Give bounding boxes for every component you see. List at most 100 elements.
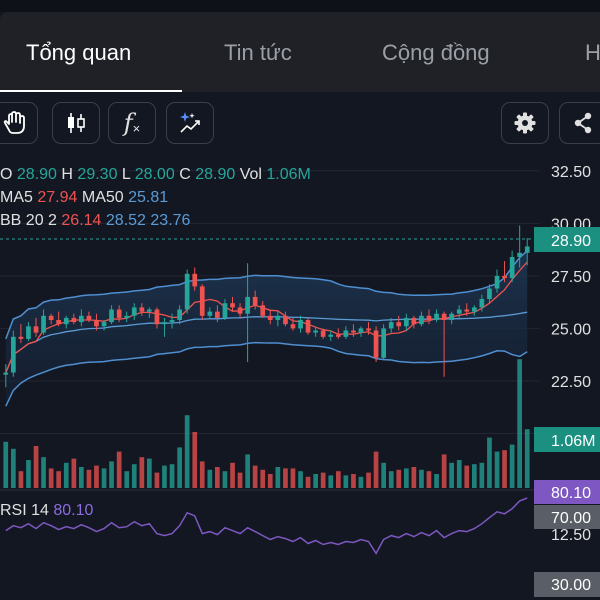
- volume-bar: [366, 472, 371, 488]
- close-label: C: [179, 166, 191, 183]
- tab-news[interactable]: Tin tức: [224, 40, 292, 65]
- candle-body: [502, 275, 507, 278]
- share-icon: [574, 112, 592, 134]
- candle-body: [343, 330, 349, 337]
- ma5-line: [5, 261, 528, 373]
- function-icon: f: [123, 109, 133, 137]
- price-tick-label: 22.50: [551, 374, 591, 391]
- volume-bar: [230, 462, 235, 488]
- volume-bar: [351, 474, 356, 488]
- settings-button[interactable]: [501, 102, 549, 144]
- candle-body: [479, 299, 485, 308]
- volume-bar: [502, 450, 507, 488]
- candle-body: [215, 311, 220, 318]
- plot-area: [0, 154, 540, 600]
- candle-body: [192, 273, 198, 287]
- candle-body: [464, 309, 470, 312]
- volume-bar: [441, 454, 447, 488]
- volume-bar: [116, 451, 122, 488]
- candle-body: [411, 317, 417, 325]
- ma50-value: 25.81: [128, 189, 168, 206]
- high-value: 29.30: [77, 166, 117, 183]
- volume-bar: [169, 464, 175, 488]
- candle-body: [260, 305, 266, 316]
- candle-body: [517, 252, 522, 257]
- volume-bar: [388, 471, 394, 488]
- volume-bar: [487, 437, 492, 488]
- volume-bars: [3, 359, 530, 488]
- candlestick-icon: [68, 113, 85, 133]
- volume-bar: [237, 472, 243, 488]
- candle-body: [290, 324, 296, 329]
- candle-body: [237, 307, 243, 314]
- candle-body: [199, 286, 205, 316]
- candle-body: [131, 307, 137, 316]
- chart-type-button[interactable]: [52, 102, 100, 144]
- volume-bar: [464, 465, 470, 488]
- function-x-glyph: ×: [132, 120, 141, 136]
- candle-body: [124, 315, 130, 318]
- volume-last-label: 1.06M: [551, 433, 595, 450]
- volume-bar: [343, 475, 349, 488]
- volume-bar: [373, 451, 379, 488]
- volume-bar: [426, 471, 432, 488]
- rsi-value-tick: 80.10: [551, 485, 591, 502]
- volume-bar: [131, 464, 137, 488]
- indicators-button[interactable]: f ×: [108, 102, 156, 144]
- rsi-30-badge: [534, 572, 600, 597]
- status-strip: [0, 0, 600, 12]
- bollinger-band-fill: [5, 251, 528, 407]
- bollinger-upper-line: [5, 250, 528, 340]
- ohlc-legend: O 28.90 H 29.30 L 28.00 C 28.90 Vol 1.06…: [0, 166, 311, 183]
- candle-body: [177, 309, 182, 320]
- volume-bar: [381, 462, 386, 488]
- candle-body: [441, 313, 447, 320]
- candle-body: [305, 320, 311, 333]
- open-label: O: [0, 166, 12, 183]
- candle-body: [396, 322, 402, 327]
- ma5-value: 27.94: [37, 189, 77, 206]
- rsi-30-tick: 30.00: [551, 577, 591, 594]
- volume-bar: [26, 460, 31, 488]
- volume-bar: [313, 474, 318, 488]
- volume-bar: [298, 471, 303, 488]
- tab-overview[interactable]: Tổng quan: [26, 40, 132, 65]
- bb-legend: BB 20 2 26.14 28.52 23.76: [0, 212, 191, 229]
- hand-icon: [3, 111, 25, 134]
- candle-body: [472, 307, 477, 312]
- low-value: 28.00: [135, 166, 175, 183]
- hand-tool-button[interactable]: [0, 102, 38, 144]
- candle-body: [358, 328, 364, 333]
- candle-body: [230, 303, 235, 308]
- volume-bar: [71, 458, 77, 488]
- share-button[interactable]: [559, 102, 600, 144]
- volume-bar: [124, 471, 130, 488]
- volume-bar: [147, 458, 152, 488]
- auto-drawing-button[interactable]: [166, 102, 214, 144]
- candle-body: [245, 296, 250, 314]
- candle-body: [41, 315, 46, 333]
- candle-body: [207, 311, 213, 316]
- candle-body: [18, 336, 24, 339]
- volume-bar: [456, 460, 462, 488]
- volume-bar: [336, 471, 341, 488]
- volume-badge: [534, 427, 600, 452]
- volume-bar: [33, 446, 39, 488]
- volume-bar: [139, 457, 145, 488]
- tab-community[interactable]: Cộng đồng: [382, 40, 490, 65]
- tab-more[interactable]: H: [585, 40, 600, 65]
- low-label: L: [122, 166, 131, 183]
- price-tick-label: 27.50: [551, 269, 591, 286]
- active-tab-indicator: [0, 90, 182, 93]
- bb-mid-value: 26.14: [61, 212, 101, 229]
- candle-body: [313, 330, 318, 333]
- candle-body: [336, 334, 341, 337]
- candle-body: [283, 315, 288, 325]
- candle-body: [404, 317, 409, 327]
- candle-body: [366, 328, 371, 331]
- candle-body: [71, 317, 77, 323]
- volume-bar: [404, 468, 409, 488]
- volume-bar: [305, 476, 311, 488]
- volume-bar: [411, 467, 417, 488]
